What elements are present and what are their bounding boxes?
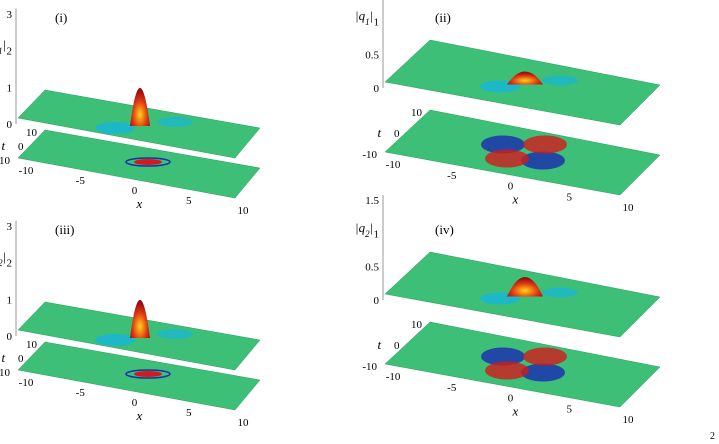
surface-dip [157, 329, 193, 339]
y-axis-label: t [2, 350, 6, 365]
y-tick-label: 0 [394, 340, 400, 352]
x-tick-label: 5 [567, 191, 573, 203]
z-axis-label: |q1| [0, 37, 6, 56]
x-tick-label: -5 [76, 175, 86, 187]
panel-tag: (iv) [435, 222, 454, 237]
surface-peak [130, 87, 150, 126]
z-tick-label: 2 [7, 258, 13, 270]
y-tick-label: 10 [26, 339, 38, 351]
z-tick-label: 0 [7, 119, 13, 131]
z-tick-label: 2 [7, 46, 13, 58]
panel-tag: (iii) [55, 222, 75, 237]
y-tick-label: -10 [362, 361, 377, 373]
x-tick-label: 0 [132, 185, 138, 197]
z-tick-label: 1 [374, 16, 380, 28]
z-tick-label: 3 [7, 221, 13, 233]
panel-tag: (ii) [435, 10, 451, 25]
y-tick-label: -10 [0, 155, 10, 167]
x-tick-label: 0 [132, 397, 138, 409]
z-tick-label: 0 [374, 83, 380, 95]
x-axis-label: x [512, 404, 519, 419]
x-axis-label: x [136, 196, 143, 211]
stray-mark: 2 [710, 431, 715, 442]
x-tick-label: 10 [238, 417, 250, 429]
contour-lobe [481, 135, 525, 154]
z-tick-label: 1 [7, 294, 13, 306]
z-tick-label: 0 [7, 331, 13, 343]
surface-dip [542, 287, 578, 298]
contour-lobe [523, 135, 567, 154]
x-tick-label: -10 [386, 159, 401, 171]
surface-peak [507, 71, 543, 85]
y-tick-label: 10 [26, 127, 38, 139]
y-tick-label: 0 [18, 353, 24, 365]
z-tick-label: 1 [7, 82, 13, 94]
z-tick-label: 1 [374, 228, 380, 240]
x-tick-label: 5 [567, 403, 573, 415]
z-tick-label: 3 [7, 9, 13, 21]
x-axis-label: x [136, 408, 143, 423]
x-tick-label: 10 [623, 414, 635, 426]
x-tick-label: -5 [447, 170, 457, 182]
y-axis-label: t [378, 337, 382, 352]
x-tick-label: 5 [186, 407, 192, 419]
x-axis-label: x [512, 192, 519, 207]
y-tick-label: 10 [411, 107, 423, 119]
contour-ring [125, 369, 171, 379]
y-axis-label: t [2, 138, 6, 153]
x-tick-label: 10 [623, 202, 635, 214]
x-tick-label: -10 [386, 371, 401, 383]
z-tick-label: 1.5 [365, 195, 379, 207]
x-tick-label: -10 [19, 377, 34, 389]
panel-tag: (i) [55, 10, 67, 25]
x-tick-label: 0 [508, 393, 514, 405]
y-tick-label: 10 [411, 319, 423, 331]
surface-peak [130, 299, 150, 338]
surface-dip [95, 334, 135, 346]
z-axis-label: |q1| [355, 8, 373, 27]
x-tick-label: -5 [76, 387, 86, 399]
y-tick-label: 0 [394, 128, 400, 140]
y-tick-label: -10 [0, 367, 10, 379]
z-axis-label: |q2| [0, 249, 6, 268]
z-tick-label: 0.5 [365, 50, 379, 62]
z-tick-label: 0.5 [365, 262, 379, 274]
z-axis-label: |q2| [355, 220, 373, 239]
surface-dip [542, 75, 578, 86]
x-tick-label: 5 [186, 195, 192, 207]
contour-peak [134, 371, 162, 377]
x-tick-label: -10 [19, 165, 34, 177]
contour-lobe [521, 363, 565, 382]
surface-dip [157, 117, 193, 127]
z-tick-label: 0 [374, 295, 380, 307]
contour-lobe [485, 149, 529, 168]
contour-lobe [523, 347, 567, 366]
contour-peak [134, 159, 162, 165]
contour-lobe [485, 361, 529, 380]
contour-ring [125, 157, 171, 167]
surface-dip [95, 122, 135, 134]
y-axis-label: t [378, 125, 382, 140]
contour-lobe [521, 151, 565, 170]
panel-iv: 1.5 1 0.5 0 |q2| (iv) -10 -5 0 5 10 x 10 0 -10 t [355, 195, 715, 430]
surface-peak [507, 277, 543, 297]
x-tick-label: 10 [238, 205, 250, 217]
y-tick-label: -10 [362, 149, 377, 161]
x-tick-label: -5 [447, 382, 457, 394]
x-tick-label: 0 [508, 181, 514, 193]
contour-lobe [481, 347, 525, 366]
y-tick-label: 0 [18, 141, 24, 153]
